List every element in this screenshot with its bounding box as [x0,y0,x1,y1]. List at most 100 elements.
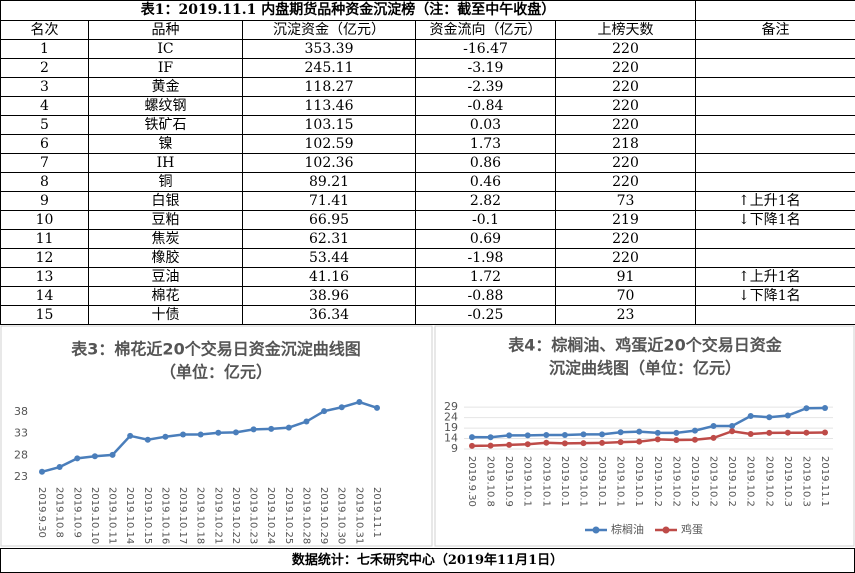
data-point [580,431,587,438]
data-point [303,418,310,425]
ranking-table: 表1：2019.11.1 内盘期货品种资金沉淀榜（注：截至中午收盘） 名次 品种 沉淀… [0,0,855,325]
x-tick-label: 2019.10.17 [177,487,188,544]
x-tick-label: 2019.10.23 [248,487,259,544]
remark-cell: ↑上升1名 [695,191,855,211]
x-tick-label: 2019.10.22 [230,487,241,544]
data-point [39,468,45,475]
data-point [144,436,151,443]
data-point [747,412,754,419]
y-tick-label: 29 [444,400,458,413]
data-point [250,426,257,433]
header-cell: 备注 [695,20,855,40]
x-tick-label: 2019.10.1 [596,456,607,507]
table-row: 5 铁矿石 103.15 0.03 220 [0,115,855,135]
table-cell: 铁矿石 [88,115,243,135]
x-tick-label: 2019.10.8 [54,487,65,538]
x-tick-label: 2019.10.2 [689,456,700,507]
legend-swatch [662,526,670,534]
data-point [766,414,773,421]
table-cell: 23 [554,305,697,325]
data-point [691,436,698,443]
data-point [543,439,550,446]
x-tick-label: 2019.10.31 [353,487,364,544]
table-row: 名次 品种 沉淀资金（亿元） 资金流向（亿元） 上榜天数 备注 [0,20,855,40]
legend-swatch [592,526,600,534]
chart-title: 表3：棉花近20个交易日资金沉淀曲线图 [70,340,360,359]
footer: 数据统计：七禾研究中心（2019年11月1日） [0,548,855,573]
table-cell: 0.46 [415,172,556,192]
chart-title: 沉淀曲线图（单位：亿元） [549,359,741,378]
table-cell: 62.31 [242,229,416,249]
data-point [803,429,810,436]
x-tick-label: 2019.10.2 [745,456,756,507]
y-tick-label: 19 [444,421,458,434]
y-tick-label: 14 [444,432,458,445]
data-point [215,429,222,436]
data-point [109,451,116,458]
data-point [599,431,606,438]
x-tick-label: 2019.10.1 [633,456,644,507]
data-point [127,432,134,439]
data-point [673,437,680,444]
x-tick-label: 2019.10.28 [300,487,311,544]
table-cell: 36.34 [242,305,416,325]
x-tick-label: 2019.10.1 [615,456,626,507]
data-point [91,453,98,460]
legend-label: 棕榈油 [611,522,644,536]
x-tick-label: 2019.9.30 [36,487,47,538]
table-cell: 220 [554,77,697,97]
series-line [471,429,826,448]
data-point [487,442,494,449]
table-cell: 白银 [88,191,243,211]
data-point [673,429,680,436]
data-point [524,441,531,448]
data-point [506,432,513,439]
data-point [469,434,475,441]
legend-label: 鸡蛋 [681,522,703,536]
x-tick-label: 2019.10.1 [577,456,588,507]
table-row: 10 豆粕 66.95 -0.1 219 ↓下降1名 [0,210,855,230]
table-cell: 89.21 [242,172,416,192]
data-point [710,423,717,429]
x-tick-label: 2019.10.15 [142,487,153,544]
table-cell: 十债 [88,305,243,325]
y-tick-label: 9 [451,442,458,455]
table-cell: -0.25 [415,305,556,325]
data-point [599,439,606,446]
table-row: 7 IH 102.36 0.86 220 [0,153,855,173]
data-point [321,408,328,415]
data-point [268,425,275,432]
table-cell: 118.27 [242,77,416,97]
x-tick-label: 2019.10.3 [782,456,793,507]
data-point [729,423,736,429]
data-point [710,434,717,441]
data-point [691,427,698,434]
data-point [56,464,63,471]
data-point [822,405,828,412]
data-point [636,438,643,445]
data-point [729,428,736,435]
y-tick-label: 38 [14,405,28,418]
x-tick-label: 2019.10.18 [195,487,206,544]
x-tick-label: 2019.9.30 [466,456,477,507]
charts: 表3：棉花近20个交易日资金沉淀曲线图 （单位：亿元） 23 28 33 38 2019.9… [0,325,855,547]
table-cell: 220 [554,153,697,173]
table-cell: 38.96 [242,286,416,306]
table-row: 11 焦炭 62.31 0.69 220 [0,229,855,249]
x-tick-label: 2019.10.25 [283,487,294,544]
table-cell: 10 [0,210,89,230]
data-point [784,412,791,419]
data-point [285,424,292,431]
remark-cell: ↑上升1名 [695,267,855,287]
x-tick-label: 2019.10.9 [503,456,514,507]
table-cell: 91 [554,267,697,287]
table-cell: 220 [554,229,697,249]
table-cell: 245.11 [242,58,416,78]
table-row: 13 豆油 41.16 1.72 91 ↑上升1名 [0,267,855,287]
x-tick-label: 2019.10.2 [670,456,681,507]
x-tick-label: 2019.10.1 [559,456,570,507]
table-cell: 0.03 [415,115,556,135]
chart-title: （单位：亿元） [160,363,272,382]
data-point [374,404,380,411]
table-row: 15 十债 36.34 -0.25 23 [0,305,855,325]
